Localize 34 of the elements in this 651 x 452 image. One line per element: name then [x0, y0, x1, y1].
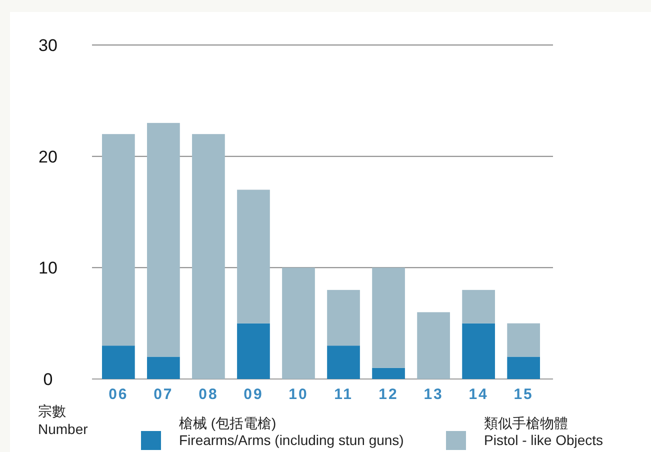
bar: [507, 323, 540, 357]
x-tick-label: 06: [108, 386, 128, 403]
y-tick-label: 0: [43, 370, 53, 389]
bar: [237, 190, 270, 324]
y-tick-label: 30: [38, 36, 58, 55]
x-tick-label: 12: [378, 386, 398, 403]
y-tick-label: 20: [38, 147, 58, 166]
x-tick-label: 08: [198, 386, 218, 403]
x-tick-label: 09: [244, 386, 264, 403]
bar: [102, 346, 135, 379]
x-tick-label: 14: [468, 386, 488, 403]
bar: [102, 134, 135, 346]
bar: [417, 312, 450, 379]
legend-label: 槍械 (包括電槍) Firearms/Arms (including stun guns): [179, 415, 404, 448]
bar: [327, 290, 360, 346]
bar: [462, 323, 495, 379]
bar: [462, 290, 495, 324]
bar: [147, 122, 180, 357]
bar: [327, 346, 360, 379]
bar: [507, 356, 540, 379]
bar: [237, 323, 270, 379]
legend-label: 類似手槍物體 Pistol - like Objects: [484, 415, 604, 448]
bar: [372, 268, 405, 368]
y-tick-label: 10: [38, 258, 58, 278]
bar: [147, 356, 180, 379]
x-tick-label: 11: [334, 386, 353, 403]
x-tick-label: 13: [424, 386, 444, 403]
x-tick-label: 15: [514, 386, 534, 403]
bar: [192, 134, 225, 379]
bar: [282, 268, 315, 379]
bar: [372, 368, 405, 379]
x-tick-label: 07: [154, 386, 174, 403]
y-axis-title: 宗數 Number: [38, 403, 88, 437]
x-tick-label: 10: [288, 386, 308, 403]
